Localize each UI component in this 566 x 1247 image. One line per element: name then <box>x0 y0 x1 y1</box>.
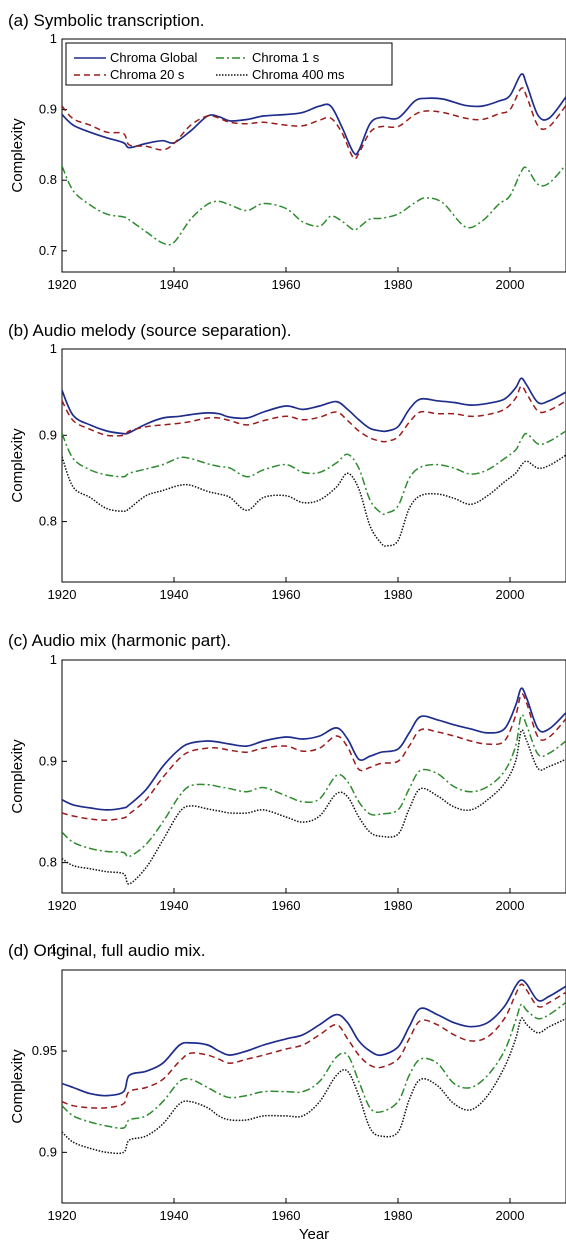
y-axis-label: Complexity <box>9 118 26 193</box>
x-tick-label: 2000 <box>496 587 525 602</box>
x-tick-label: 1940 <box>160 1208 189 1223</box>
panel-title: (b) Audio melody (source separation). <box>8 321 291 340</box>
plot-frame <box>61 348 566 583</box>
plot-frame <box>61 659 566 894</box>
chart-panel-2: (b) Audio melody (source separation). 0.8… <box>8 321 566 602</box>
series-line-chroma-global <box>62 687 566 811</box>
x-tick-label: 1980 <box>384 1208 413 1223</box>
x-tick-label: 1980 <box>384 587 413 602</box>
panel-title: (d) Original, full audio mix. <box>8 941 205 960</box>
y-tick-label: 0.95 <box>32 1043 57 1058</box>
series-line-chroma-global <box>62 979 566 1097</box>
plot-frame <box>61 969 566 1204</box>
series-line-chroma-20-s <box>62 87 566 160</box>
x-tick-label: 1940 <box>160 277 189 292</box>
legend: Chroma Global Chroma 20 s Chroma 1 s Chroma… <box>65 42 393 86</box>
x-tick-label: 1960 <box>272 277 301 292</box>
y-tick-label: 1 <box>50 31 57 46</box>
series-line-chroma-1-s <box>62 1001 566 1129</box>
panel-title: (a) Symbolic transcription. <box>8 11 205 30</box>
legend-entry: Chroma 20 s <box>110 67 185 82</box>
series-line-chroma-20-s <box>62 983 566 1109</box>
legend-entry: Chroma 1 s <box>252 50 320 65</box>
x-tick-label: 1980 <box>384 898 413 913</box>
x-tick-label: 2000 <box>496 277 525 292</box>
series-line-chroma-global <box>62 377 566 435</box>
panel-title: (c) Audio mix (harmonic part). <box>8 631 231 650</box>
series-line-chroma-1-s <box>62 430 566 515</box>
series-line-chroma-400-ms <box>62 729 566 885</box>
x-tick-label: 1960 <box>272 587 301 602</box>
series-line-chroma-20-s <box>62 693 566 821</box>
y-tick-label: 0.8 <box>39 855 57 870</box>
x-tick-label: 1960 <box>272 1208 301 1223</box>
y-tick-label: 0.8 <box>39 514 57 529</box>
y-axis-label: Complexity <box>9 1049 26 1124</box>
x-tick-label: 1920 <box>48 277 77 292</box>
y-axis-label: Complexity <box>9 428 26 503</box>
y-tick-label: 1 <box>50 341 57 356</box>
x-tick-label: 1940 <box>160 587 189 602</box>
chart-panel-1: (a) Symbolic transcription. 0.7 0.8 0.9 1 192… <box>8 11 566 292</box>
y-tick-label: 0.7 <box>39 243 57 258</box>
y-axis-label: Complexity <box>9 739 26 814</box>
series-line-chroma-20-s <box>62 385 566 443</box>
series-line-chroma-global <box>62 73 566 156</box>
legend-entry: Chroma Global <box>110 50 198 65</box>
x-tick-label: 1920 <box>48 587 77 602</box>
y-tick-label: 0.9 <box>39 427 57 442</box>
x-tick-label: 1940 <box>160 898 189 913</box>
y-tick-label: 0.8 <box>39 172 57 187</box>
legend-box <box>65 42 393 86</box>
x-tick-label: 1980 <box>384 277 413 292</box>
y-tick-label: 0.9 <box>39 1144 57 1159</box>
plot-frame <box>61 38 566 273</box>
series-line-chroma-1-s <box>62 164 566 246</box>
x-tick-label: 1920 <box>48 898 77 913</box>
x-axis-label: Year <box>299 1226 329 1243</box>
series-line-chroma-400-ms <box>62 1017 566 1155</box>
chart-panel-4: (d) Original, full audio mix. 0.9 0.95 1 192… <box>8 941 566 1243</box>
y-tick-label: 0.9 <box>39 753 57 768</box>
legend-entry: Chroma 400 ms <box>252 67 345 82</box>
y-tick-label: 1 <box>50 942 57 957</box>
x-tick-label: 1960 <box>272 898 301 913</box>
x-tick-label: 2000 <box>496 898 525 913</box>
y-tick-label: 1 <box>50 652 57 667</box>
chart-panel-3: (c) Audio mix (harmonic part). 0.8 0.9 1 192… <box>8 631 566 913</box>
y-tick-label: 0.9 <box>39 102 57 117</box>
x-tick-label: 1920 <box>48 1208 77 1223</box>
series-line-chroma-1-s <box>62 714 566 858</box>
x-tick-label: 2000 <box>496 1208 525 1223</box>
